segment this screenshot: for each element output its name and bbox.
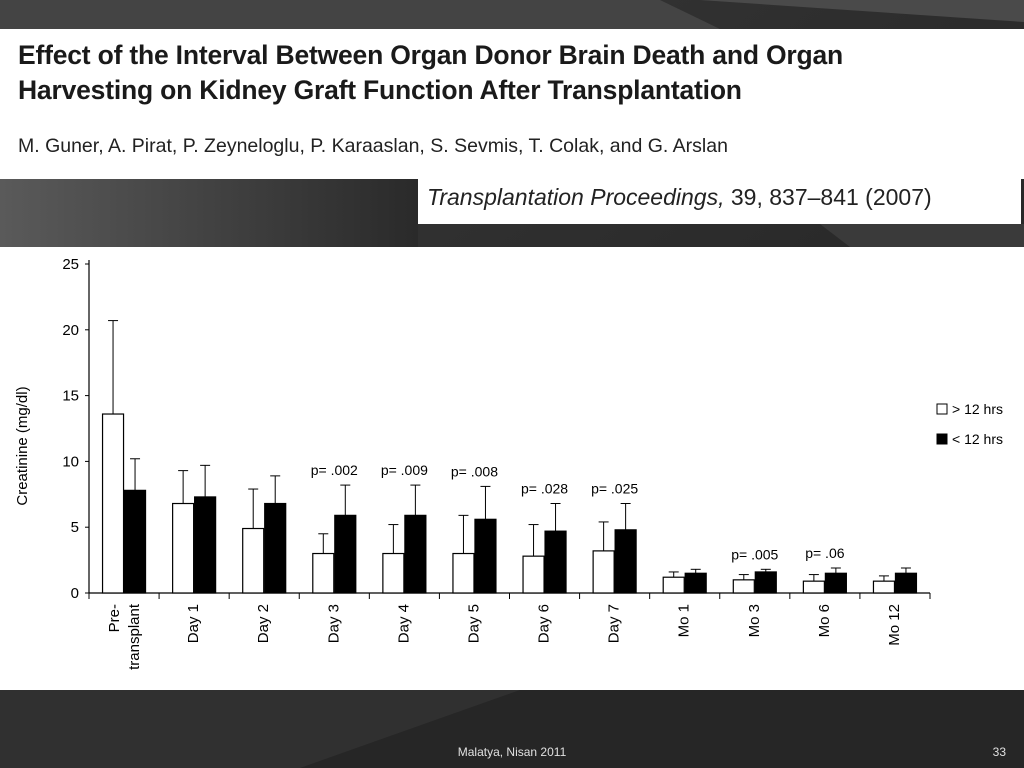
- bar: [242, 527, 265, 594]
- p-value-annotation: p= .025: [591, 481, 638, 497]
- bar: [894, 572, 918, 594]
- bar: [732, 579, 755, 594]
- citation-panel: [418, 179, 1021, 224]
- x-tick-label: Pre-transplant: [106, 603, 143, 670]
- journal-name: Transplantation Proceedings,: [427, 184, 725, 210]
- bar: [382, 552, 405, 594]
- y-tick-label: 0: [71, 585, 79, 602]
- y-tick-label: 25: [62, 256, 79, 273]
- x-tick-label: Day 2: [255, 604, 272, 643]
- y-tick-label: 15: [62, 388, 79, 405]
- p-value-annotation: p= .008: [451, 463, 498, 479]
- x-tick-label: Day 5: [465, 604, 482, 643]
- bar: [474, 518, 497, 594]
- y-tick-label: 5: [71, 519, 79, 536]
- bar: [592, 550, 615, 594]
- bar: [662, 576, 685, 594]
- legend-swatch: [936, 433, 948, 445]
- p-value-annotation: p= .06: [805, 545, 845, 561]
- p-value-annotation: p= .028: [521, 481, 568, 497]
- y-axis-label: Creatinine (mg/dl): [14, 386, 31, 505]
- bar: [312, 552, 335, 594]
- page-number: 33: [992, 745, 1006, 759]
- bar: [872, 580, 896, 594]
- x-tick-label: Mo 6: [816, 604, 833, 637]
- bar: [522, 555, 545, 594]
- p-value-annotation: p= .005: [731, 546, 778, 562]
- journal-citation: Transplantation Proceedings, 39, 837–841…: [427, 184, 932, 211]
- x-tick-label: Mo 1: [676, 604, 693, 637]
- bar: [334, 514, 357, 594]
- slide-title-line-2: Harvesting on Kidney Graft Function Afte…: [18, 75, 742, 105]
- bar: [754, 571, 777, 594]
- p-value-annotation: p= .009: [381, 462, 428, 478]
- y-tick-label: 10: [62, 453, 79, 470]
- x-tick-label: Day 6: [536, 604, 553, 643]
- bar: [614, 529, 637, 594]
- footer-text: Malatya, Nisan 2011: [457, 745, 567, 759]
- p-value-annotation: p= .002: [311, 462, 358, 478]
- x-tick-label: Day 1: [185, 604, 202, 643]
- x-tick-label: Mo 3: [746, 604, 763, 637]
- bar: [101, 413, 125, 594]
- x-tick-label: Day 7: [606, 604, 623, 643]
- slide-title-line-1: Effect of the Interval Between Organ Don…: [18, 40, 844, 70]
- legend-label: > 12 hrs: [952, 401, 1003, 417]
- creatinine-bar-chart: 0 5 10 15 20 25 Creatinine (mg/dl) Pre-transpla…: [14, 256, 1003, 670]
- legend-label: < 12 hrs: [952, 431, 1003, 447]
- bar: [544, 530, 567, 594]
- x-tick-label: Mo 12: [886, 604, 903, 646]
- bar: [172, 502, 195, 594]
- bar: [264, 502, 287, 594]
- x-tick-label: Day 4: [395, 604, 412, 643]
- bar: [123, 489, 147, 594]
- bar: [452, 552, 475, 594]
- header-panel: [0, 29, 1024, 179]
- authors-line: M. Guner, A. Pirat, P. Zeyneloglu, P. Ka…: [18, 135, 728, 157]
- y-tick-label: 20: [62, 322, 79, 339]
- x-tick-label: Day 3: [325, 604, 342, 643]
- bar: [824, 572, 847, 594]
- bar: [194, 496, 217, 594]
- bar: [684, 572, 707, 594]
- bar: [404, 514, 427, 594]
- journal-reference: 39, 837–841 (2007): [724, 184, 932, 210]
- chart-panel: [0, 247, 1024, 690]
- legend-swatch: [936, 403, 948, 415]
- bar: [802, 580, 825, 594]
